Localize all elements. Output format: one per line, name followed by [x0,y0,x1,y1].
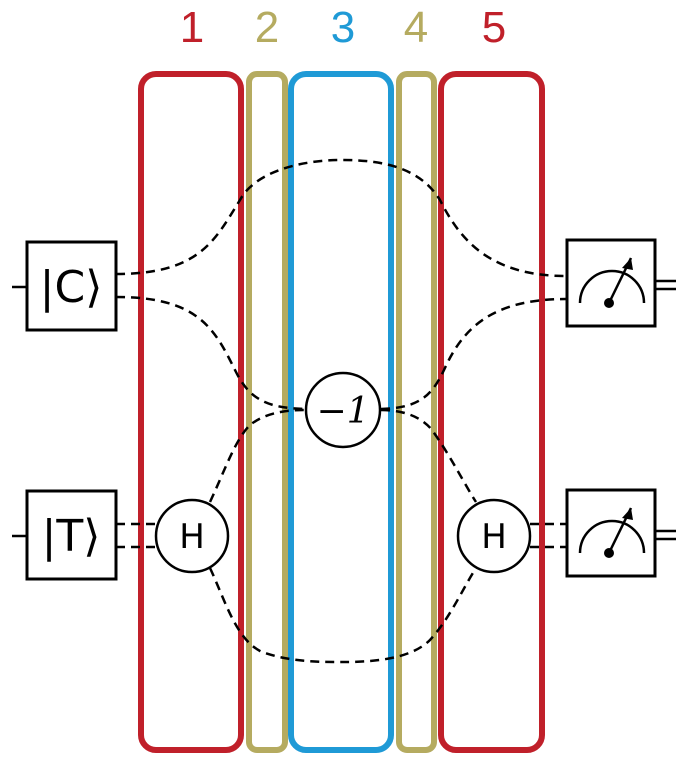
phase-gate [304,371,382,449]
hadamard-gate-left-label: H [179,517,205,557]
target-input-box [25,489,118,581]
hadamard-gate-left [154,498,230,574]
target-path-lower [208,567,478,664]
stage-frame-3 [288,71,394,753]
stage-frame-1 [138,71,244,753]
target-input-label: |T⟩ [42,511,101,562]
control-input-box [25,240,118,332]
stage-label-1: 1 [180,3,204,52]
stage-label-4: 4 [404,3,428,52]
hadamard-gate-right-label: H [481,517,507,557]
control-path-lower-right [380,297,567,411]
phase-gate-label: −1 [316,391,369,432]
hadamard-gate-right [456,498,532,574]
stage-frame-5 [438,71,545,753]
stage-label-5: 5 [482,3,506,52]
detector-box-target [565,488,657,578]
control-input-label: |C⟩ [40,262,103,313]
detector-box-control [565,238,657,328]
control-path-lower [115,295,306,411]
target-path-upper-left [208,408,306,503]
stage-label-3: 3 [331,3,355,52]
target-path-upper-right [380,408,478,503]
meter-icon [578,257,646,308]
stage-label-2: 2 [255,3,279,52]
control-path-upper [115,158,567,278]
meter-icon [578,507,646,558]
